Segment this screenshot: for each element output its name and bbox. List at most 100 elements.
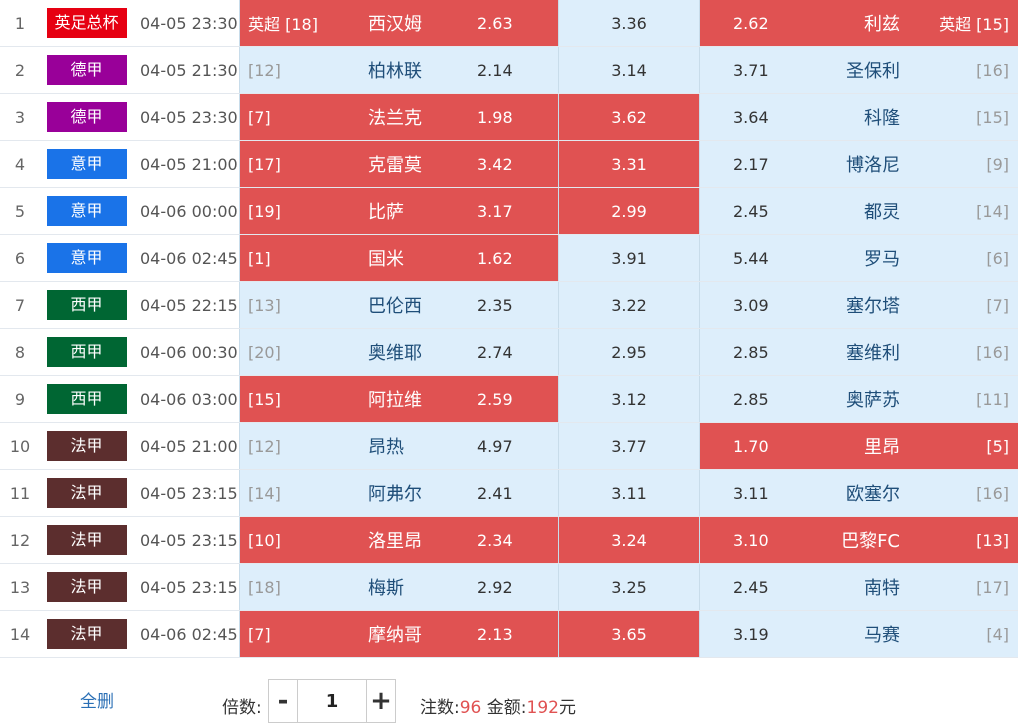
away-win-odds: 2.62 [733, 13, 769, 33]
away-win-odds: 3.19 [733, 624, 769, 644]
home-win-odds: 2.34 [477, 530, 513, 550]
league-badge: 法甲 [46, 431, 127, 461]
home-rank: [15] [248, 389, 281, 409]
home-rank: [18] [248, 577, 281, 597]
away-win-option[interactable]: 2.17 博洛尼 [9] [699, 141, 1018, 187]
multiplier-plus-button[interactable]: + [366, 679, 396, 723]
away-win-odds: 2.17 [733, 154, 769, 174]
away-team: 利兹 [864, 14, 900, 35]
away-win-option[interactable]: 2.85 奥萨苏 [11] [699, 376, 1018, 422]
draw-option[interactable]: 3.14 [558, 47, 699, 93]
away-win-option[interactable]: 5.44 罗马 [6] [699, 235, 1018, 281]
draw-odds: 3.62 [611, 107, 647, 127]
match-number: 3 [14, 107, 26, 127]
draw-option[interactable]: 3.22 [558, 282, 699, 328]
match-number: 1 [14, 13, 26, 33]
draw-option[interactable]: 3.12 [558, 376, 699, 422]
league-cell: 法甲 [40, 611, 133, 657]
match-number: 4 [14, 154, 26, 174]
match-row: 13 法甲 04-05 23:15 [18] 梅斯 2.92 3.25 2.45 南特 [17] [0, 564, 1018, 611]
away-team: 奥萨苏 [846, 390, 900, 411]
home-team: 摩纳哥 [368, 625, 422, 646]
league-badge: 法甲 [46, 478, 127, 508]
home-win-option[interactable]: [18] 梅斯 2.92 [239, 564, 558, 610]
away-win-option[interactable]: 3.09 塞尔塔 [7] [699, 282, 1018, 328]
away-win-odds: 1.70 [733, 436, 769, 456]
away-win-option[interactable]: 3.19 马赛 [4] [699, 611, 1018, 657]
home-win-option[interactable]: [7] 法兰克 1.98 [239, 94, 558, 140]
away-win-option[interactable]: 2.45 都灵 [14] [699, 188, 1018, 234]
draw-option[interactable]: 3.62 [558, 94, 699, 140]
away-win-option[interactable]: 2.45 南特 [17] [699, 564, 1018, 610]
away-rank: [4] [986, 624, 1009, 644]
home-win-odds: 1.62 [477, 248, 513, 268]
draw-option[interactable]: 3.65 [558, 611, 699, 657]
away-rank: [9] [986, 154, 1009, 174]
match-time: 04-05 21:30 [140, 60, 238, 80]
home-rank: [7] [248, 624, 271, 644]
multiplier-input[interactable] [298, 679, 366, 723]
home-win-option[interactable]: [1] 国米 1.62 [239, 235, 558, 281]
away-team: 欧塞尔 [846, 484, 900, 505]
home-team: 阿弗尔 [368, 484, 422, 505]
away-win-odds: 3.11 [733, 483, 769, 503]
home-team: 洛里昂 [368, 531, 422, 552]
away-team: 科隆 [864, 108, 900, 129]
draw-option[interactable]: 3.77 [558, 423, 699, 469]
match-row: 8 西甲 04-06 00:30 [20] 奥维耶 2.74 2.95 2.85 塞维利 [16] [0, 329, 1018, 376]
match-number: 8 [14, 342, 26, 362]
clear-all-link[interactable]: 全删 [80, 692, 114, 712]
league-cell: 英足总杯 [40, 0, 133, 46]
home-win-option[interactable]: [12] 昂热 4.97 [239, 423, 558, 469]
draw-option[interactable]: 2.95 [558, 329, 699, 375]
away-win-option[interactable]: 3.71 圣保利 [16] [699, 47, 1018, 93]
away-rank: [16] [976, 483, 1009, 503]
home-team: 巴伦西 [368, 296, 422, 317]
home-win-option[interactable]: [7] 摩纳哥 2.13 [239, 611, 558, 657]
away-win-option[interactable]: 3.64 科隆 [15] [699, 94, 1018, 140]
home-win-option[interactable]: [14] 阿弗尔 2.41 [239, 470, 558, 516]
match-number: 13 [9, 577, 31, 597]
league-badge: 法甲 [46, 525, 127, 555]
match-row: 2 德甲 04-05 21:30 [12] 柏林联 2.14 3.14 3.71 圣保利 [16] [0, 47, 1018, 94]
draw-option[interactable]: 3.36 [558, 0, 699, 46]
draw-option[interactable]: 3.24 [558, 517, 699, 563]
league-cell: 西甲 [40, 376, 133, 422]
match-row: 10 法甲 04-05 21:00 [12] 昂热 4.97 3.77 1.70 里昂 [5] [0, 423, 1018, 470]
draw-option[interactable]: 3.91 [558, 235, 699, 281]
away-win-option[interactable]: 2.62 利兹 英超 [15] [699, 0, 1018, 46]
away-win-option[interactable]: 3.11 欧塞尔 [16] [699, 470, 1018, 516]
draw-option[interactable]: 3.25 [558, 564, 699, 610]
away-rank: [7] [986, 295, 1009, 315]
home-win-option[interactable]: [17] 克雷莫 3.42 [239, 141, 558, 187]
away-win-odds: 3.09 [733, 295, 769, 315]
away-team: 塞维利 [846, 343, 900, 364]
draw-option[interactable]: 2.99 [558, 188, 699, 234]
home-win-option[interactable]: [12] 柏林联 2.14 [239, 47, 558, 93]
home-win-option[interactable]: [10] 洛里昂 2.34 [239, 517, 558, 563]
match-time: 04-06 03:00 [140, 389, 238, 409]
league-cell: 法甲 [40, 517, 133, 563]
league-cell: 意甲 [40, 188, 133, 234]
amount-value: 192 [526, 698, 559, 718]
home-team: 克雷莫 [368, 155, 422, 176]
draw-odds: 2.99 [611, 201, 647, 221]
bets-count: 96 [459, 698, 482, 718]
league-badge: 西甲 [46, 290, 127, 320]
draw-option[interactable]: 3.31 [558, 141, 699, 187]
match-time: 04-06 02:45 [140, 624, 238, 644]
home-win-option[interactable]: [15] 阿拉维 2.59 [239, 376, 558, 422]
away-win-option[interactable]: 1.70 里昂 [5] [699, 423, 1018, 469]
home-win-option[interactable]: [20] 奥维耶 2.74 [239, 329, 558, 375]
home-rank: [7] [248, 107, 271, 127]
away-win-option[interactable]: 2.85 塞维利 [16] [699, 329, 1018, 375]
away-win-option[interactable]: 3.10 巴黎FC [13] [699, 517, 1018, 563]
match-number: 5 [14, 201, 26, 221]
multiplier-minus-button[interactable]: - [268, 679, 298, 723]
home-win-option[interactable]: [19] 比萨 3.17 [239, 188, 558, 234]
draw-option[interactable]: 3.11 [558, 470, 699, 516]
match-grid: 1 英足总杯 04-05 23:30 英超 [18] 西汉姆 2.63 3.36 2.62 利兹… [0, 0, 1018, 658]
home-win-option[interactable]: 英超 [18] 西汉姆 2.63 [239, 0, 558, 46]
away-rank: [16] [976, 342, 1009, 362]
home-win-option[interactable]: [13] 巴伦西 2.35 [239, 282, 558, 328]
